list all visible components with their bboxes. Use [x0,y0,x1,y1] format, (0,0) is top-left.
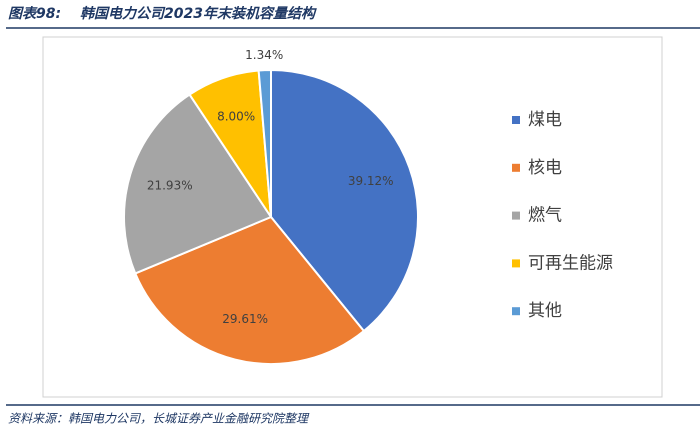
legend-swatch [512,211,520,220]
pie-slice [270,68,420,333]
legend-label: 煤电 [528,110,562,130]
data-label: 8.00% [217,110,255,124]
legend-swatch [512,259,520,268]
legend-swatch [512,163,520,172]
legend-label: 可再生能源 [528,253,613,273]
pie-slice [133,215,366,365]
data-label: 21.93% [147,179,193,193]
plot-frame [42,36,663,398]
chart-title: 韩国电力公司2023年末装机容量结构 [80,5,317,22]
pie-slice [123,93,273,275]
data-label: 29.61% [222,312,268,326]
legend-swatch [512,307,520,316]
pie-slice [257,68,272,218]
data-label: 1.34% [245,48,283,62]
figure-label: 图表98: [8,5,61,22]
data-label: 39.12% [348,174,394,188]
legend-swatch [512,116,520,124]
legend-label: 其他 [528,301,562,321]
source-note: 资料来源：韩国电力公司，长城证券产业金融研究院整理 [8,412,310,426]
legend-label: 燃气 [528,206,562,226]
legend-label: 核电 [528,158,562,178]
